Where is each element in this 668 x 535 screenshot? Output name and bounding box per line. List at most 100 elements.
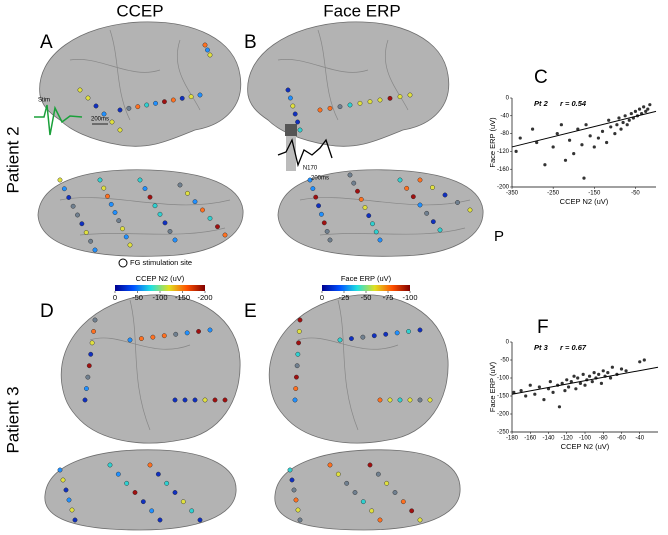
- electrode: [112, 210, 118, 215]
- point: [648, 103, 652, 107]
- electrode: [375, 471, 381, 477]
- point: [608, 376, 613, 380]
- electrode: [407, 397, 413, 403]
- electrode: [424, 210, 430, 216]
- y-tick-label: -150: [497, 394, 510, 400]
- point: [596, 136, 601, 140]
- colorbar-tick-label: -100: [152, 293, 167, 302]
- colorbar-tick-label: 0: [320, 293, 324, 302]
- colorbar: [115, 285, 205, 291]
- x-tick-label: -140: [542, 436, 555, 442]
- electrode: [294, 363, 300, 369]
- point: [568, 138, 572, 142]
- stimulus-window: [286, 135, 296, 171]
- electrode: [127, 337, 133, 343]
- electrode: [140, 499, 146, 505]
- electrode: [289, 477, 295, 483]
- y-tick-label: -200: [497, 185, 510, 191]
- point: [551, 145, 555, 149]
- electrode: [316, 203, 321, 209]
- point: [572, 374, 576, 378]
- point: [574, 387, 578, 391]
- x-tick-label: -250: [547, 191, 560, 197]
- electrode: [377, 397, 383, 403]
- y-axis-label: Face ERP (uV): [488, 361, 497, 412]
- electrode: [410, 194, 416, 200]
- electrode: [417, 517, 423, 523]
- electrode: [287, 467, 293, 473]
- electrode: [196, 329, 201, 334]
- point: [533, 392, 537, 396]
- electrode: [66, 195, 72, 200]
- colorbar-label: CCEP N2 (uV): [136, 274, 185, 283]
- electrode: [83, 230, 89, 235]
- electrode: [127, 242, 133, 248]
- posterior-label: P: [494, 228, 504, 245]
- electrode: [57, 467, 63, 473]
- point: [617, 116, 621, 120]
- electrode: [162, 99, 167, 105]
- y-axis-label: Face ERP (uV): [488, 117, 497, 168]
- electrode: [327, 462, 333, 468]
- electrode: [117, 127, 123, 133]
- electrodes: [57, 42, 473, 523]
- electrode: [392, 490, 398, 495]
- plot-subtitle: r = 0.67: [560, 343, 587, 352]
- electrode: [92, 247, 98, 253]
- point: [537, 385, 541, 389]
- point: [583, 383, 587, 387]
- y-tick-label: -160: [497, 167, 510, 173]
- point: [597, 372, 601, 376]
- electrode: [77, 87, 83, 93]
- point: [607, 118, 611, 122]
- electrode: [337, 104, 343, 110]
- point: [548, 380, 552, 384]
- point: [627, 118, 631, 122]
- point: [576, 127, 580, 131]
- plot-title: Pt 3: [534, 343, 549, 352]
- point: [615, 123, 619, 127]
- electrode: [360, 499, 366, 505]
- point: [542, 398, 546, 402]
- electrode: [167, 229, 173, 234]
- electrode: [149, 508, 155, 514]
- plot-title: Pt 2: [534, 99, 549, 108]
- electrode: [202, 42, 208, 48]
- electrode: [144, 102, 150, 108]
- point: [535, 140, 539, 145]
- electrode: [109, 119, 115, 125]
- electrode: [137, 177, 143, 183]
- point: [601, 369, 605, 373]
- electrode: [327, 237, 333, 243]
- electrode: [197, 92, 203, 98]
- point: [623, 114, 627, 118]
- electrode: [207, 215, 213, 221]
- electrode: [192, 397, 198, 403]
- x-tick-label: -40: [635, 436, 644, 442]
- x-tick-label: -120: [561, 436, 574, 442]
- electrode: [360, 334, 366, 340]
- electrode: [89, 340, 95, 346]
- panel-label: A: [40, 32, 53, 53]
- point: [528, 383, 532, 387]
- electrode: [313, 194, 319, 200]
- electrode: [70, 203, 76, 209]
- point: [624, 369, 628, 373]
- electrode: [295, 119, 300, 125]
- electrode: [164, 480, 170, 486]
- point: [580, 143, 584, 147]
- n170-label: N170: [303, 166, 318, 172]
- electrode: [335, 471, 341, 477]
- electrode: [72, 517, 78, 523]
- electrode: [91, 329, 96, 334]
- electrode: [152, 203, 158, 209]
- electrode: [351, 180, 357, 186]
- panel-label: D: [40, 301, 54, 322]
- electrode: [344, 480, 350, 486]
- electrode: [157, 517, 163, 523]
- point: [555, 132, 559, 136]
- electrode: [467, 207, 473, 213]
- electrode: [387, 397, 393, 403]
- electrode: [297, 127, 303, 133]
